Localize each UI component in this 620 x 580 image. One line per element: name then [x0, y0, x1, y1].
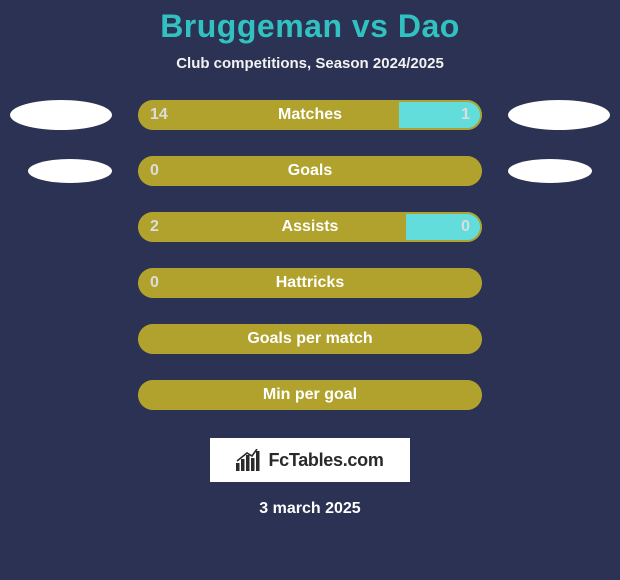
page-title: Bruggeman vs Dao: [0, 8, 620, 45]
stat-bar-fill-left: [138, 380, 482, 410]
avatar-placeholder: [10, 100, 112, 130]
stat-bar: Min per goal: [138, 380, 482, 410]
stat-rows: Matches141 Goals0 Assists20 Hattricks0 Goals…: [0, 100, 620, 426]
stat-bar-fill-left: [138, 100, 399, 130]
stat-row: Goals0: [0, 156, 620, 202]
stat-bar: Goals0: [138, 156, 482, 186]
comparison-infographic: Bruggeman vs Dao Club competitions, Seas…: [0, 0, 620, 580]
stat-bar: Matches141: [138, 100, 482, 130]
bar-chart-icon: [236, 449, 262, 471]
stat-bar-fill-right: [399, 100, 482, 130]
date-text: 3 march 2025: [0, 500, 620, 518]
stat-bar: Hattricks0: [138, 268, 482, 298]
logo-text: FcTables.com: [268, 450, 383, 471]
stat-bar-fill-left: [138, 156, 482, 186]
stat-row: Matches141: [0, 100, 620, 146]
stat-bar-fill-left: [138, 212, 406, 242]
stat-bar-fill-left: [138, 268, 482, 298]
subtitle: Club competitions, Season 2024/2025: [0, 55, 620, 72]
stat-bar-fill-right: [406, 212, 482, 242]
title-vs: vs: [342, 8, 397, 44]
stat-bar-fill-left: [138, 324, 482, 354]
title-player-b: Dao: [398, 8, 460, 44]
avatar-placeholder: [508, 100, 610, 130]
stat-bar: Assists20: [138, 212, 482, 242]
stat-row: Hattricks0: [0, 268, 620, 314]
stat-row: Assists20: [0, 212, 620, 258]
avatar-placeholder: [508, 159, 592, 183]
stat-bar: Goals per match: [138, 324, 482, 354]
stat-row: Min per goal: [0, 380, 620, 426]
avatar-placeholder: [28, 159, 112, 183]
title-player-a: Bruggeman: [160, 8, 342, 44]
stat-row: Goals per match: [0, 324, 620, 370]
logo-box: FcTables.com: [210, 438, 410, 482]
